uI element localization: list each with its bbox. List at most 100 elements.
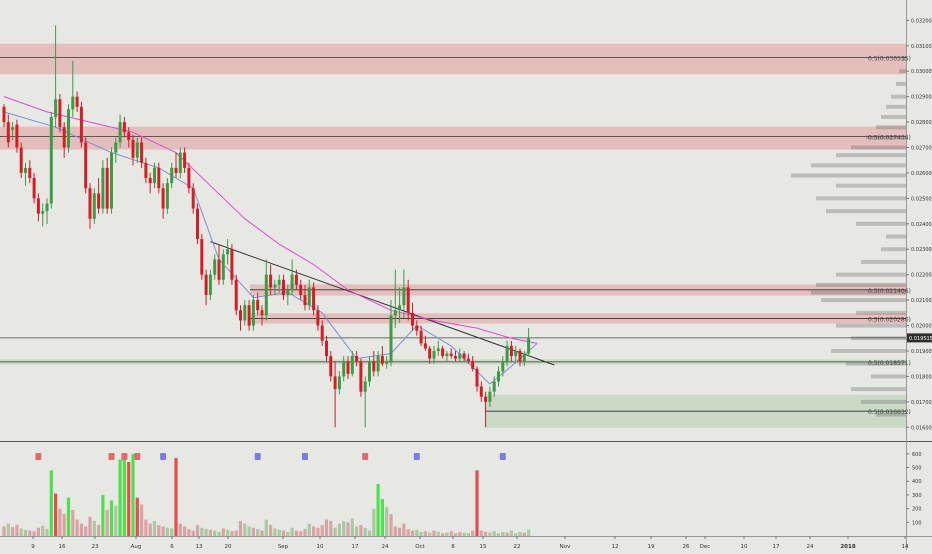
candle-body xyxy=(92,193,96,219)
candle-body xyxy=(402,287,406,306)
volume-bar xyxy=(359,525,363,536)
candle-body xyxy=(118,122,122,143)
candle-body xyxy=(479,386,483,397)
event-marker-icon xyxy=(121,453,128,460)
volume-profile-bar xyxy=(816,196,906,201)
candle-body xyxy=(389,315,393,362)
candle-body xyxy=(411,312,414,326)
zone-label: 0.5(0.021406) xyxy=(868,288,911,295)
candle-body xyxy=(239,310,242,321)
candle-body xyxy=(187,167,191,189)
volume-bar xyxy=(453,533,458,536)
volume-profile-bar xyxy=(836,153,906,158)
volume-profile-bar xyxy=(851,145,906,150)
time-tick-label: 24 xyxy=(807,544,814,550)
volume-bar xyxy=(84,526,88,536)
volume-bar xyxy=(406,529,410,536)
candle-body xyxy=(127,132,131,140)
volume-profile-bar xyxy=(846,361,906,366)
candle-body xyxy=(24,167,27,173)
zone-resistance xyxy=(0,43,906,75)
candle-body xyxy=(514,350,518,357)
candle-body xyxy=(67,109,70,148)
volume-bar xyxy=(393,526,397,536)
volume-bar xyxy=(174,457,178,536)
volume-bar xyxy=(170,528,174,536)
last-price-badge xyxy=(907,333,932,343)
volume-tick-label: 100 xyxy=(912,520,922,526)
volume-bar xyxy=(522,532,526,536)
time-tick-label: 9 xyxy=(31,544,35,550)
volume-bar xyxy=(320,525,324,536)
volume-profile-bar xyxy=(861,399,906,404)
volume-tick-label: 600 xyxy=(912,452,922,458)
candle-body xyxy=(264,274,268,316)
volume-bar xyxy=(312,526,316,536)
candle-body xyxy=(316,310,320,326)
candle-body xyxy=(471,361,475,369)
volume-bar xyxy=(337,523,341,536)
volume-bar xyxy=(307,523,311,536)
volume-bar xyxy=(385,507,389,536)
time-tick-label: Nov xyxy=(560,544,571,550)
volume-bar xyxy=(402,523,406,536)
event-marker-icon xyxy=(254,453,261,460)
candle-body xyxy=(251,300,255,326)
volume-bar xyxy=(316,527,320,536)
volume-bar xyxy=(428,532,432,536)
volume-bar xyxy=(355,526,359,536)
volume-bar xyxy=(2,526,6,536)
candle-body xyxy=(58,99,62,128)
volume-bar xyxy=(441,533,445,536)
candle-body xyxy=(170,167,174,184)
time-tick-label: 12 xyxy=(612,544,619,550)
event-marker-icon xyxy=(108,453,115,460)
volume-bar xyxy=(398,527,402,536)
volume-profile-bar xyxy=(791,173,906,178)
candle-body xyxy=(217,259,221,280)
volume-tick-label: 300 xyxy=(912,493,922,499)
candle-body xyxy=(230,249,234,280)
candle-body xyxy=(273,284,277,288)
candle-body xyxy=(393,310,397,316)
candle-body xyxy=(183,152,187,168)
candle-body xyxy=(204,274,208,296)
time-tick-label: 10 xyxy=(317,544,324,550)
volume-bar xyxy=(178,523,182,536)
candle-body xyxy=(165,183,169,209)
volume-bar xyxy=(49,470,53,536)
volume-bar xyxy=(217,531,221,536)
time-tick-label: Oct xyxy=(415,544,425,550)
volume-bar xyxy=(157,525,161,536)
volume-bar xyxy=(187,529,191,536)
candle-body xyxy=(445,353,449,357)
volume-bar xyxy=(15,525,19,536)
volume-bar xyxy=(479,530,483,536)
volume-bar xyxy=(303,529,307,536)
volume-profile-bar xyxy=(831,348,906,353)
volume-bar xyxy=(54,493,58,536)
candle-body xyxy=(196,208,199,240)
volume-bar xyxy=(45,529,49,536)
time-tick-label: 23 xyxy=(92,544,99,550)
time-tick-label: 6 xyxy=(170,544,174,550)
candle-body xyxy=(269,274,273,288)
time-tick-label: 17 xyxy=(773,544,780,550)
volume-bar xyxy=(114,505,118,536)
volume-bar xyxy=(376,483,380,536)
volume-bar xyxy=(19,528,23,536)
volume-bar xyxy=(238,520,243,536)
volume-bar xyxy=(92,520,96,536)
candle-body xyxy=(97,193,101,209)
candle-body xyxy=(84,142,88,189)
candle-body xyxy=(466,358,470,362)
volume-bar xyxy=(514,533,518,536)
candle-body xyxy=(200,239,204,275)
volume-bar xyxy=(75,519,79,536)
candle-body xyxy=(114,142,118,153)
